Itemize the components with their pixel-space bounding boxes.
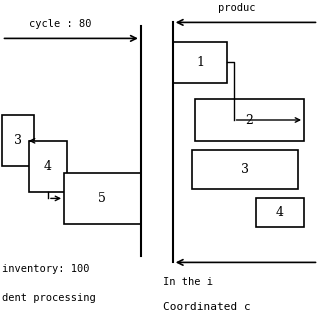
Bar xyxy=(64,173,141,224)
Text: cycle : 80: cycle : 80 xyxy=(29,19,91,29)
Text: 3: 3 xyxy=(241,163,249,176)
Text: 2: 2 xyxy=(246,114,253,126)
Text: 4: 4 xyxy=(44,160,52,173)
Text: 3: 3 xyxy=(14,134,22,147)
Text: 4: 4 xyxy=(276,206,284,219)
Text: Coordinated c: Coordinated c xyxy=(163,302,251,312)
Bar xyxy=(195,99,304,141)
Text: produc: produc xyxy=(218,3,255,13)
Bar xyxy=(256,198,304,227)
Text: inventory: 100: inventory: 100 xyxy=(2,264,89,274)
Bar xyxy=(29,141,67,192)
Bar xyxy=(173,42,227,83)
Bar xyxy=(2,115,34,166)
Bar xyxy=(192,150,298,189)
Text: In the i: In the i xyxy=(163,276,213,287)
Text: 1: 1 xyxy=(196,56,204,69)
Text: 5: 5 xyxy=(99,192,106,205)
Text: dent processing: dent processing xyxy=(2,292,95,303)
